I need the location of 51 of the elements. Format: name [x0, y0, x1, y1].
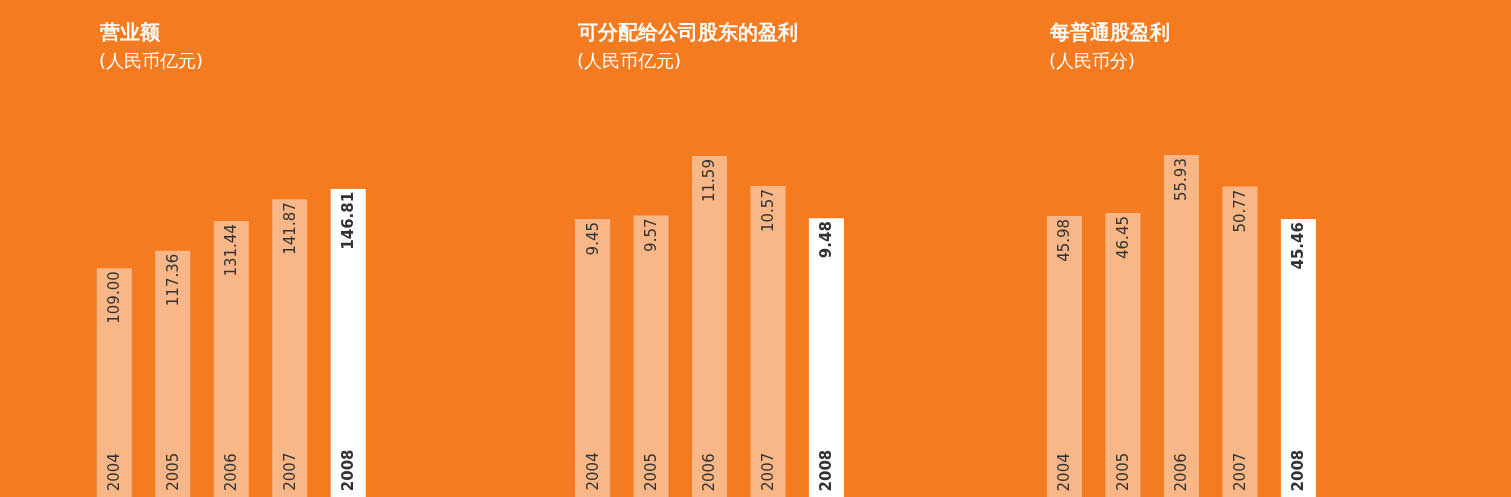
data-label: 146.81 [339, 191, 358, 250]
bar [750, 186, 786, 497]
bar [633, 215, 669, 497]
data-label: 55.93 [1172, 158, 1191, 202]
data-label: 9.57 [642, 218, 661, 252]
x-tick-label: 2004 [105, 453, 124, 492]
x-tick-label: 2008 [339, 449, 358, 492]
x-tick-label: 2004 [1055, 453, 1074, 492]
chart-subtitle: (人民币亿元) [99, 50, 204, 71]
bar [691, 156, 728, 497]
bar [1105, 213, 1141, 497]
data-label: 10.57 [758, 189, 777, 233]
x-tick-label: 2007 [280, 452, 299, 491]
data-label: 45.46 [1289, 222, 1308, 270]
x-tick-label: 2008 [817, 449, 836, 492]
bar [808, 218, 844, 497]
x-tick-label: 2007 [758, 452, 777, 491]
x-tick-label: 2005 [1113, 452, 1132, 491]
data-label: 141.87 [280, 202, 299, 255]
chart-title: 每普通股盈利 [1049, 20, 1170, 44]
x-tick-label: 2004 [583, 452, 602, 491]
data-label: 131.44 [222, 224, 241, 277]
bar [96, 268, 132, 497]
chart-title: 营业额 [99, 20, 161, 44]
data-label: 109.00 [105, 271, 124, 324]
data-label: 11.59 [700, 159, 719, 203]
bar [1280, 219, 1317, 497]
bar [1222, 186, 1258, 497]
bar [155, 250, 191, 497]
chart-subtitle: (人民币亿元) [577, 50, 682, 71]
x-tick-label: 2005 [642, 452, 661, 492]
x-tick-label: 2007 [1230, 452, 1249, 491]
data-label: 9.48 [817, 221, 836, 259]
x-tick-label: 2008 [1289, 449, 1308, 492]
x-tick-label: 2005 [163, 452, 182, 491]
data-label: 50.77 [1230, 189, 1249, 233]
bar [1163, 155, 1200, 497]
data-label: 46.45 [1113, 216, 1132, 259]
bar [330, 188, 366, 497]
x-tick-label: 2006 [1172, 453, 1191, 492]
data-label: 45.98 [1055, 218, 1074, 262]
x-tick-label: 2006 [222, 453, 241, 492]
bar [575, 219, 611, 497]
chart-title: 可分配给公司股东的盈利 [577, 20, 798, 44]
x-tick-label: 2006 [700, 453, 719, 492]
bar [272, 199, 308, 497]
data-label: 117.36 [163, 253, 182, 307]
bar [1046, 215, 1082, 497]
data-label: 9.45 [583, 222, 602, 256]
chart-subtitle: (人民币分) [1049, 50, 1136, 71]
bar [213, 221, 249, 497]
